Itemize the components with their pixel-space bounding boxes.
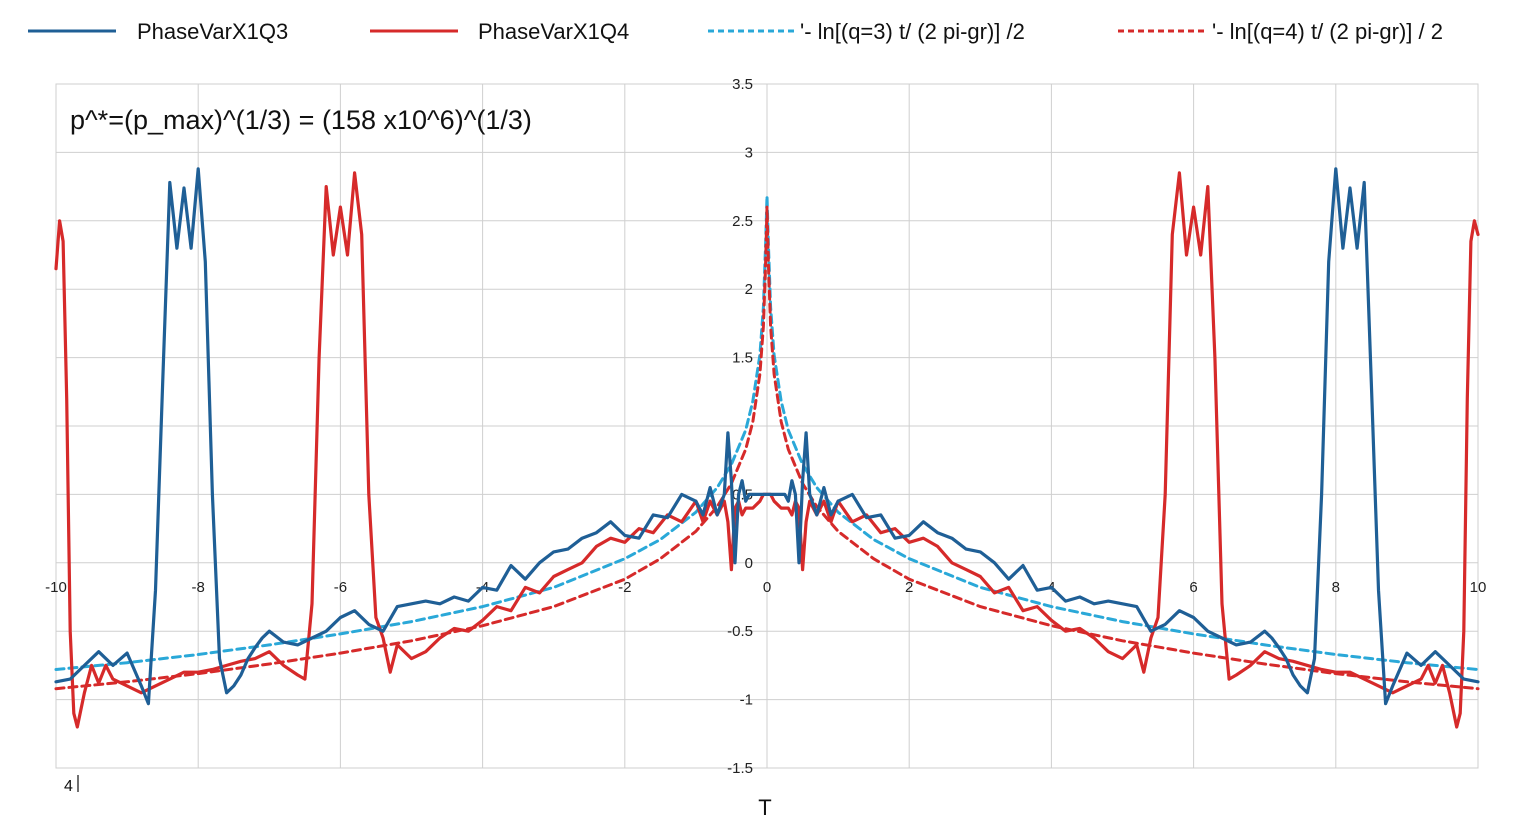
x-tick-label: 0 (763, 579, 771, 596)
series-line-3 (54, 194, 1480, 671)
series-line-1 (54, 167, 1480, 706)
x-tick-label: -8 (192, 579, 205, 596)
y-tick-label: 3.5 (732, 76, 753, 93)
legend: PhaseVarX1Q3 PhaseVarX1Q4 '- ln[(q=3) t/ (… (28, 19, 1443, 44)
legend-label-2: PhaseVarX1Q4 (478, 19, 629, 44)
y-tick-label: -0.5 (727, 623, 753, 640)
plot-frame (55, 83, 1479, 769)
x-tick-label: 2 (905, 579, 913, 596)
legend-label-3: '- ln[(q=3) t/ (2 pi-gr)] /2 (800, 19, 1025, 44)
corner-label: 4 (64, 778, 73, 795)
x-tick-label: -10 (45, 579, 67, 596)
series-line-4 (54, 205, 1480, 691)
annotation-text: p^*=(p_max)^(1/3) = (158 x10^6)^(1/3) (70, 105, 532, 135)
y-tick-label: -1.5 (727, 760, 753, 777)
series-group (54, 167, 1480, 729)
x-tick-label: -6 (334, 579, 347, 596)
y-tick-label: 3 (745, 144, 753, 161)
y-tick-label: 0 (745, 555, 753, 572)
y-tick-label: 2 (745, 281, 753, 298)
x-tick-label: 10 (1470, 579, 1487, 596)
x-tick-label: -2 (618, 579, 631, 596)
grid (55, 83, 1479, 769)
y-tick-label: 1.5 (732, 350, 753, 367)
legend-label-1: PhaseVarX1Q3 (137, 19, 288, 44)
x-tick-labels: -10 -8 -6 -4 -2 0 2 4 6 8 10 (45, 579, 1486, 596)
legend-label-4: '- ln[(q=4) t/ (2 pi-gr)] / 2 (1212, 19, 1443, 44)
x-axis-title: T (758, 795, 771, 820)
y-tick-label: 2.5 (732, 213, 753, 230)
x-tick-label: 6 (1189, 579, 1197, 596)
y-tick-label: -1 (740, 692, 753, 709)
x-tick-label: 8 (1332, 579, 1340, 596)
